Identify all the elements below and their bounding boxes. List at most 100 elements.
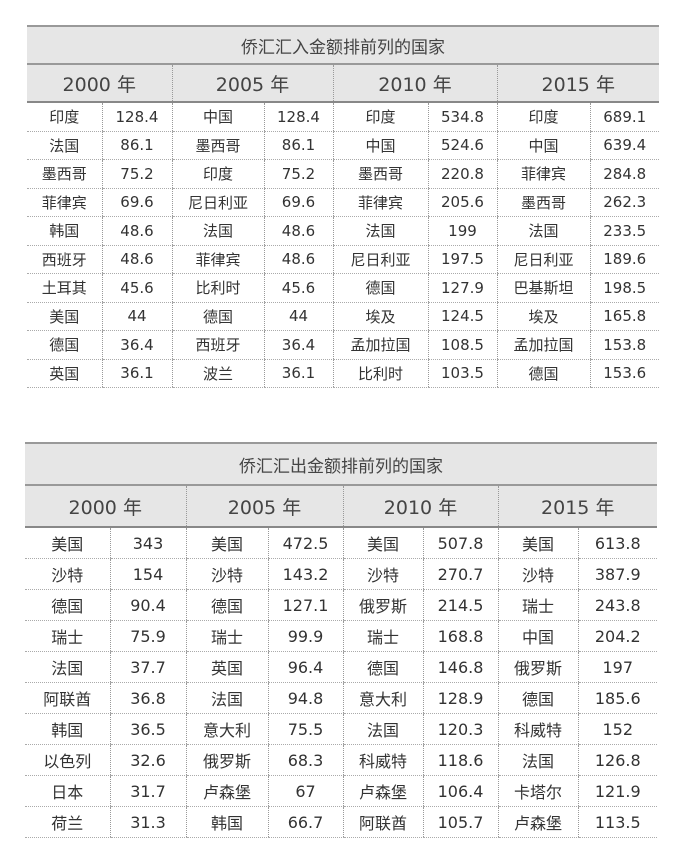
amount-cell: 75.2: [263, 159, 333, 189]
amount-cell: 689.1: [589, 102, 659, 132]
amount-cell: 86.1: [101, 131, 172, 160]
country-cell: 印度: [171, 159, 264, 189]
amount-cell: 128.9: [422, 682, 498, 714]
country-cell: 德国: [185, 589, 268, 621]
amount-cell: 199: [427, 216, 497, 246]
year-header: 2010 年: [332, 64, 497, 103]
country-cell: 俄罗斯: [185, 744, 268, 776]
country-cell: 瑞士: [185, 620, 268, 652]
amount-cell: 69.6: [101, 188, 172, 217]
amount-cell: 44: [101, 302, 172, 331]
amount-cell: 343: [109, 527, 186, 559]
amount-cell: 44: [263, 302, 333, 331]
amount-cell: 387.9: [577, 558, 657, 590]
country-cell: 印度: [332, 102, 428, 132]
country-cell: 阿联酋: [25, 682, 110, 714]
country-cell: 法国: [496, 216, 590, 246]
country-cell: 德国: [171, 302, 264, 331]
country-cell: 菲律宾: [27, 188, 102, 217]
amount-cell: 32.6: [109, 744, 186, 776]
country-cell: 英国: [27, 359, 102, 388]
amount-cell: 86.1: [263, 131, 333, 160]
amount-cell: 524.6: [427, 131, 497, 160]
country-cell: 比利时: [332, 359, 428, 388]
country-cell: 美国: [27, 302, 102, 331]
table-row: 菲律宾 69.6 尼日利亚 69.6 菲律宾 205.6 墨西哥 262.3: [27, 188, 659, 217]
amount-cell: 204.2: [577, 620, 657, 652]
country-cell: 美国: [497, 527, 578, 559]
amount-cell: 189.6: [589, 245, 659, 274]
table-row: 土耳其 45.6 比利时 45.6 德国 127.9 巴基斯坦 198.5: [27, 273, 659, 303]
country-cell: 波兰: [171, 359, 264, 388]
amount-cell: 197.5: [427, 245, 497, 274]
country-cell: 美国: [185, 527, 268, 559]
amount-cell: 121.9: [577, 775, 657, 807]
table-body: 美国 343 美国 472.5 美国 507.8 美国 613.8 沙特 154 沙特 143.2 沙特…: [25, 527, 657, 838]
year-header: 2005 年: [171, 64, 333, 103]
country-cell: 中国: [496, 131, 590, 160]
country-cell: 孟加拉国: [332, 330, 428, 360]
country-cell: 德国: [496, 359, 590, 388]
country-cell: 墨西哥: [496, 188, 590, 217]
remittance-inflow-table: 侨汇汇入金额排前列的国家 2000 年 2005 年 2010 年 2015 年 印度…: [27, 25, 659, 388]
amount-cell: 118.6: [422, 744, 498, 776]
amount-cell: 127.9: [427, 273, 497, 303]
amount-cell: 99.9: [267, 620, 343, 652]
country-cell: 瑞士: [497, 589, 578, 621]
country-cell: 俄罗斯: [497, 651, 578, 683]
amount-cell: 270.7: [422, 558, 498, 590]
amount-cell: 165.8: [589, 302, 659, 331]
amount-cell: 126.8: [577, 744, 657, 776]
year-header: 2000 年: [25, 485, 186, 528]
country-cell: 法国: [332, 216, 428, 246]
amount-cell: 243.8: [577, 589, 657, 621]
country-cell: 沙特: [25, 558, 110, 590]
country-cell: 中国: [497, 620, 578, 652]
country-cell: 西班牙: [27, 245, 102, 274]
country-cell: 墨西哥: [332, 159, 428, 189]
country-cell: 瑞士: [342, 620, 423, 652]
amount-cell: 113.5: [577, 806, 657, 838]
table-row: 韩国 36.5 意大利 75.5 法国 120.3 科威特 152: [25, 713, 657, 745]
amount-cell: 214.5: [422, 589, 498, 621]
amount-cell: 262.3: [589, 188, 659, 217]
country-cell: 法国: [171, 216, 264, 246]
amount-cell: 153.6: [589, 359, 659, 388]
table-row: 以色列 32.6 俄罗斯 68.3 科威特 118.6 法国 126.8: [25, 744, 657, 776]
table-row: 韩国 48.6 法国 48.6 法国 199 法国 233.5: [27, 216, 659, 246]
country-cell: 瑞士: [25, 620, 110, 652]
country-cell: 埃及: [496, 302, 590, 331]
amount-cell: 185.6: [577, 682, 657, 714]
country-cell: 中国: [332, 131, 428, 160]
table-row: 美国 44 德国 44 埃及 124.5 埃及 165.8: [27, 302, 659, 331]
amount-cell: 284.8: [589, 159, 659, 189]
amount-cell: 94.8: [267, 682, 343, 714]
amount-cell: 36.5: [109, 713, 186, 745]
country-cell: 意大利: [342, 682, 423, 714]
country-cell: 比利时: [171, 273, 264, 303]
amount-cell: 507.8: [422, 527, 498, 559]
country-cell: 韩国: [27, 216, 102, 246]
amount-cell: 205.6: [427, 188, 497, 217]
amount-cell: 90.4: [109, 589, 186, 621]
country-cell: 菲律宾: [496, 159, 590, 189]
remittance-outflow-table: 侨汇汇出金额排前列的国家 2000 年 2005 年 2010 年 2015 年 美国…: [25, 442, 657, 838]
country-cell: 土耳其: [27, 273, 102, 303]
country-cell: 以色列: [25, 744, 110, 776]
country-cell: 法国: [497, 744, 578, 776]
amount-cell: 146.8: [422, 651, 498, 683]
amount-cell: 105.7: [422, 806, 498, 838]
country-cell: 科威特: [342, 744, 423, 776]
amount-cell: 36.8: [109, 682, 186, 714]
country-cell: 法国: [27, 131, 102, 160]
table-row: 沙特 154 沙特 143.2 沙特 270.7 沙特 387.9: [25, 558, 657, 590]
country-cell: 孟加拉国: [496, 330, 590, 360]
year-header: 2005 年: [185, 485, 343, 528]
amount-cell: 152: [577, 713, 657, 745]
amount-cell: 31.3: [109, 806, 186, 838]
country-cell: 法国: [25, 651, 110, 683]
country-cell: 墨西哥: [171, 131, 264, 160]
amount-cell: 69.6: [263, 188, 333, 217]
country-cell: 卢森堡: [497, 806, 578, 838]
amount-cell: 220.8: [427, 159, 497, 189]
